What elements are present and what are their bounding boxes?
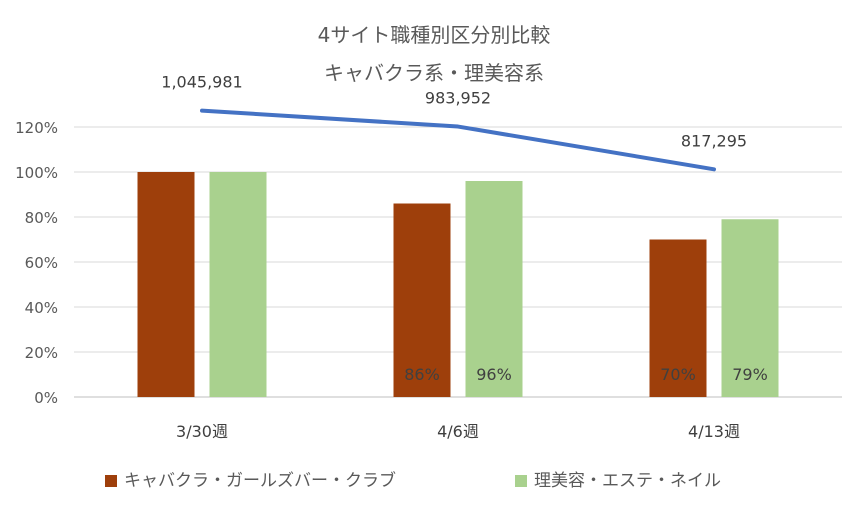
bar — [465, 181, 523, 397]
y-tick-label: 40% — [25, 299, 58, 317]
y-tick-label: 20% — [25, 344, 58, 362]
bar-data-label: 96% — [476, 365, 512, 384]
chart-subtitle: キャバクラ系・理美容系 — [324, 61, 544, 85]
x-axis-ticks: 3/30週 4/6週 4/13週 — [176, 422, 740, 441]
bar-data-label: 70% — [660, 365, 696, 384]
chart-title: 4サイト職種別区分別比較 — [318, 23, 551, 47]
legend-label-series-1: キャバクラ・ガールズバー・クラブ — [124, 470, 396, 491]
line-data-label: 1,045,981 — [161, 73, 242, 92]
legend: キャバクラ・ガールズバー・クラブ 理美容・エステ・ネイル — [105, 470, 721, 491]
bars: 86% 96% 70% 79% — [137, 172, 779, 397]
bar — [649, 239, 707, 397]
bar — [137, 172, 195, 397]
y-tick-label: 0% — [34, 389, 58, 407]
gridlines — [74, 126, 842, 398]
line-data-label: 983,952 — [425, 89, 491, 108]
legend-swatch-series-1 — [105, 475, 117, 487]
bar-data-label: 79% — [732, 365, 768, 384]
bar — [721, 219, 779, 397]
y-tick-label: 80% — [25, 209, 58, 227]
y-tick-label: 120% — [15, 119, 58, 137]
x-tick-label: 4/6週 — [437, 422, 479, 441]
y-tick-label: 100% — [15, 164, 58, 182]
bar-data-label: 86% — [404, 365, 440, 384]
legend-swatch-series-2 — [515, 475, 527, 487]
bar — [209, 172, 267, 397]
line-series-path — [200, 108, 716, 172]
line-data-label: 817,295 — [681, 131, 747, 150]
legend-label-series-2: 理美容・エステ・ネイル — [534, 471, 721, 491]
y-tick-label: 60% — [25, 254, 58, 272]
line-series: 1,045,981 983,952 817,295 — [161, 73, 747, 172]
bar — [393, 203, 451, 397]
x-tick-label: 4/13週 — [688, 422, 740, 441]
x-tick-label: 3/30週 — [176, 422, 228, 441]
y-axis-ticks: 0% 20% 40% 60% 80% 100% 120% — [15, 119, 58, 407]
